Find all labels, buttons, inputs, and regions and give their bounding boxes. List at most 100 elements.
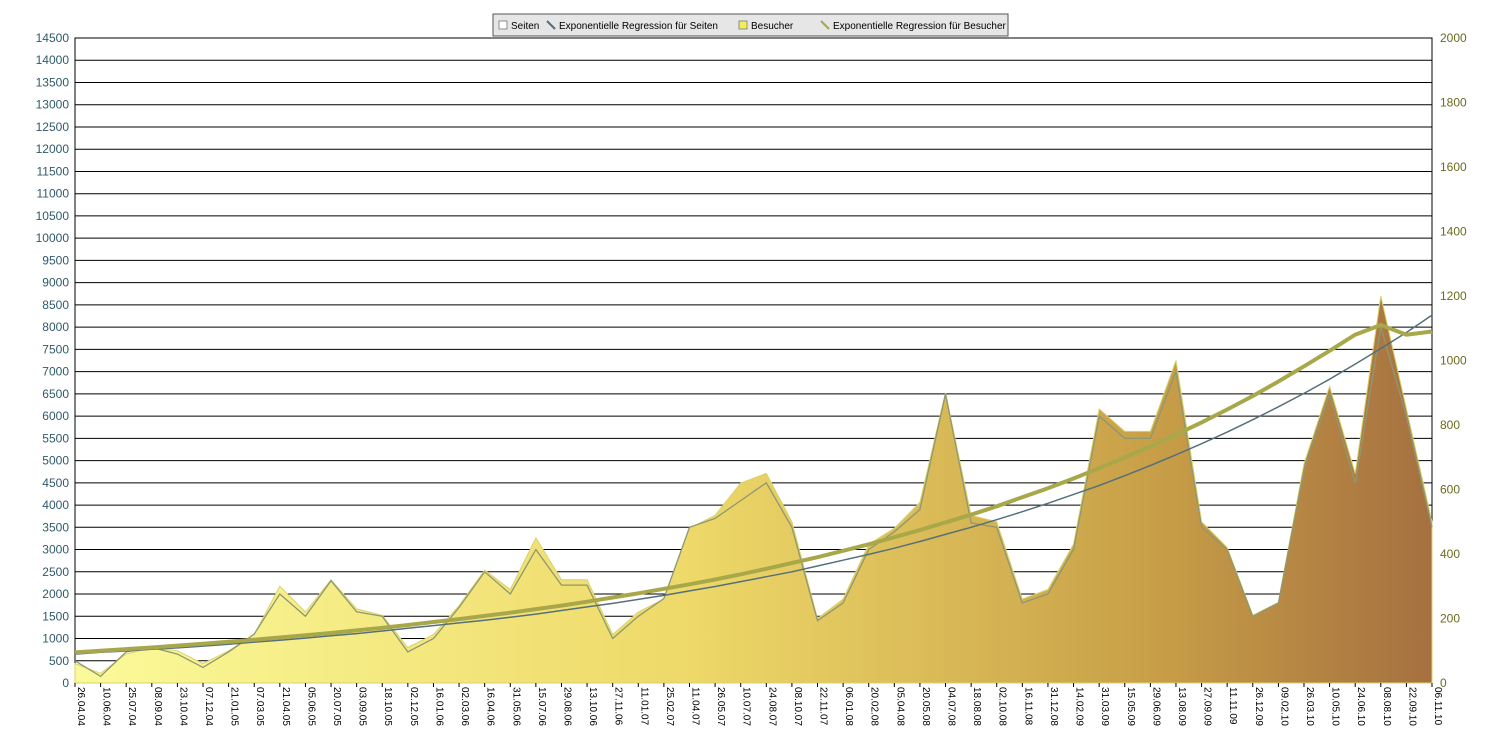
y-left-tick-label: 5500 <box>42 431 69 445</box>
x-tick-label: 24.08.07 <box>766 687 777 726</box>
x-tick-label: 21.04.05 <box>280 687 291 726</box>
x-tick-label: 02.10.08 <box>997 687 1008 726</box>
x-tick-label: 04.07.08 <box>946 687 957 726</box>
series-regression-besucher <box>74 322 1433 655</box>
x-tick-label: 06.01.08 <box>843 687 854 726</box>
x-tick-label: 26.03.10 <box>1304 687 1315 726</box>
x-tick-label: 25.02.07 <box>664 687 675 726</box>
x-tick-label: 20.07.05 <box>331 687 342 726</box>
x-tick-label: 14.02.09 <box>1074 687 1085 726</box>
x-tick-label: 21.01.05 <box>229 687 240 726</box>
x-tick-label: 20.05.08 <box>920 687 931 726</box>
x-tick-label: 16.01.06 <box>433 687 444 726</box>
y-left-tick-label: 7500 <box>42 342 69 356</box>
x-tick-label: 18.08.08 <box>971 687 982 726</box>
legend-entry-label: Exponentielle Regression für Besucher <box>833 21 1007 32</box>
x-tick-label: 29.06.09 <box>1150 687 1161 726</box>
x-tick-label: 05.06.05 <box>305 687 316 726</box>
line-layer <box>74 314 1433 678</box>
x-tick-label: 31.12.08 <box>1048 687 1059 726</box>
legend-swatch <box>738 20 748 30</box>
y-left-tick-label: 10500 <box>36 209 70 223</box>
y-right-tick-label: 1400 <box>1440 225 1467 239</box>
x-tick-label: 02.12.05 <box>408 687 419 726</box>
x-tick-label: 26.05.07 <box>715 687 726 726</box>
x-tick-label: 31.05.06 <box>510 687 521 726</box>
y-right-tick-label: 0 <box>1440 676 1447 690</box>
legend: Seiten Exponentielle Regression für Seite… <box>492 13 1009 37</box>
y-right-tick-label: 1000 <box>1440 354 1467 368</box>
x-tick-label: 27.09.09 <box>1202 687 1213 726</box>
x-tick-label: 07.03.05 <box>254 687 265 726</box>
y-left-tick-label: 3500 <box>42 520 69 534</box>
x-tick-label: 26.04.04 <box>75 687 86 726</box>
series-regression-seiten <box>74 314 1433 655</box>
x-tick-label: 11.11.09 <box>1227 687 1238 725</box>
y-left-tick-label: 14500 <box>36 31 70 45</box>
y-right-tick-label: 2000 <box>1440 31 1467 45</box>
y-left-tick-label: 11000 <box>37 187 70 201</box>
x-tick-label: 20.02.08 <box>869 687 880 726</box>
y-left-tick-label: 5000 <box>42 454 69 468</box>
y-left-tick-label: 13000 <box>36 98 70 112</box>
y-left-tick-label: 4500 <box>42 476 69 490</box>
x-tick-label: 09.02.10 <box>1278 687 1289 726</box>
x-tick-label: 15.07.06 <box>536 687 547 726</box>
legend-entry-label: Seiten <box>511 21 539 32</box>
x-tick-label: 26.12.09 <box>1253 687 1264 726</box>
y-left-tick-label: 500 <box>49 654 69 668</box>
x-tick-label: 10.06.04 <box>101 687 112 726</box>
x-tick-label: 18.10.05 <box>382 687 393 726</box>
x-tick-label: 08.08.10 <box>1381 687 1392 726</box>
y-right-tick-label: 400 <box>1440 547 1460 561</box>
x-tick-label: 25.07.04 <box>126 687 137 726</box>
y-left-tick-label: 13500 <box>36 75 70 89</box>
y-right-tick-label: 200 <box>1440 612 1460 626</box>
x-tick-label: 08.10.07 <box>792 687 803 726</box>
y-right-tick-label: 800 <box>1440 418 1460 432</box>
x-tick-label: 16.04.06 <box>485 687 496 726</box>
x-tick-label: 10.05.10 <box>1330 687 1341 726</box>
y-left-tick-label: 8500 <box>42 298 69 312</box>
legend-entry-label: Besucher <box>751 21 794 32</box>
x-tick-label: 24.06.10 <box>1355 687 1366 726</box>
y-left-tick-label: 3000 <box>42 543 69 557</box>
x-tick-label: 07.12.04 <box>203 687 214 726</box>
legend-swatch <box>498 20 508 30</box>
y-left-tick-label: 7000 <box>42 365 69 379</box>
x-tick-label: 13.08.09 <box>1176 687 1187 726</box>
y-left-tick-label: 14000 <box>36 53 70 67</box>
y-left-tick-label: 4000 <box>42 498 69 512</box>
series-seiten-line <box>74 326 1433 678</box>
x-tick-label: 22.11.07 <box>818 687 829 726</box>
x-tick-label: 11.04.07 <box>689 687 700 726</box>
x-tick-label: 03.09.05 <box>357 687 368 726</box>
y-left-tick-label: 9000 <box>42 276 69 290</box>
legend-swatch <box>820 20 830 30</box>
y-left-tick-label: 1000 <box>42 632 69 646</box>
legend-box <box>492 13 1009 37</box>
y-right-tick-label: 1800 <box>1440 96 1467 110</box>
x-tick-label: 15.05.09 <box>1125 687 1136 726</box>
y-left-tick-label: 9500 <box>42 253 69 267</box>
y-left-tick-label: 11500 <box>37 164 70 178</box>
x-tick-label: 31.03.09 <box>1099 687 1110 726</box>
x-tick-label: 08.09.04 <box>152 687 163 726</box>
y-left-tick-label: 0 <box>62 676 69 690</box>
x-tick-label: 13.10.06 <box>587 687 598 726</box>
y-left-tick-label: 8000 <box>42 320 69 334</box>
x-tick-label: 05.04.08 <box>894 687 905 726</box>
x-tick-label: 27.11.06 <box>613 687 624 726</box>
y-left-tick-label: 10000 <box>36 231 70 245</box>
x-tick-label: 06.11.10 <box>1432 687 1443 726</box>
x-tick-label: 22.09.10 <box>1406 687 1417 726</box>
y-left-tick-label: 12000 <box>36 142 70 156</box>
y-right-tick-label: 1200 <box>1440 289 1467 303</box>
legend-swatch <box>546 20 556 30</box>
axis-layer: 0500100015002000250030003500400045005000… <box>36 31 1467 726</box>
y-right-tick-label: 1600 <box>1440 160 1467 174</box>
x-tick-label: 16.11.08 <box>1022 687 1033 726</box>
y-left-tick-label: 2000 <box>42 587 69 601</box>
